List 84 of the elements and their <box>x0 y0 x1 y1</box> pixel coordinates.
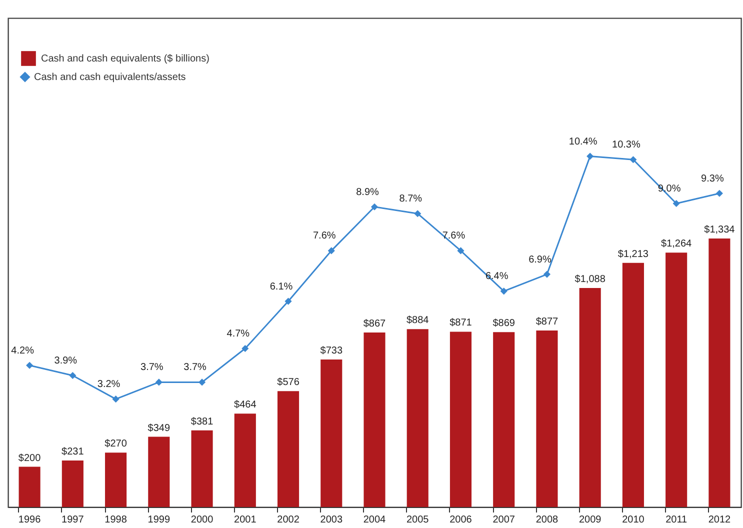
bar <box>62 460 84 507</box>
point <box>457 247 464 254</box>
bar <box>622 262 644 507</box>
point <box>586 152 594 160</box>
data-label: $464 <box>234 400 257 411</box>
x-tick-label: 2002 <box>277 514 300 526</box>
x-tick-label: 2001 <box>234 514 257 526</box>
data-label: $884 <box>406 315 430 326</box>
data-label: 4.2% <box>11 345 34 356</box>
data-label: $733 <box>320 345 343 356</box>
point <box>370 203 378 210</box>
data-label: 9.3% <box>701 173 724 184</box>
bar <box>536 330 558 507</box>
data-label: 4.7% <box>226 328 250 340</box>
data-label: 6.9% <box>528 254 552 266</box>
bar <box>493 332 515 507</box>
point <box>672 200 680 208</box>
x-tick-label: 2008 <box>536 514 559 526</box>
x-tick-label: 2010 <box>622 514 645 526</box>
data-label: 6.1% <box>270 281 293 292</box>
x-tick-label: 1999 <box>148 514 170 526</box>
point <box>242 344 249 352</box>
point <box>69 372 76 380</box>
data-label: $576 <box>277 377 300 388</box>
bar <box>450 332 472 507</box>
x-tick-label: 2000 <box>190 514 214 526</box>
point <box>155 378 162 386</box>
data-label: $270 <box>104 438 128 450</box>
data-label: $1,088 <box>574 274 606 286</box>
point <box>543 270 551 278</box>
x-tick-label: 1997 <box>62 514 84 526</box>
data-label: $869 <box>492 318 516 330</box>
point <box>500 288 508 295</box>
data-label: 3.7% <box>184 362 207 374</box>
x-tick-label: 2007 <box>492 514 516 526</box>
point <box>198 378 206 386</box>
bar <box>320 359 342 507</box>
bar <box>579 288 601 507</box>
data-label: $877 <box>536 316 559 328</box>
bar <box>234 414 256 507</box>
data-label: $867 <box>363 318 386 330</box>
point <box>284 298 292 305</box>
x-tick-label: 2011 <box>666 514 688 526</box>
bar <box>18 466 40 507</box>
x-tick-label: 2005 <box>406 514 430 526</box>
data-label: 3.9% <box>54 355 78 366</box>
data-label: 10.4% <box>568 136 598 148</box>
point <box>414 210 422 218</box>
data-label: $349 <box>148 422 170 434</box>
data-label: $1,264 <box>661 238 692 250</box>
data-label: 10.3% <box>612 140 640 151</box>
data-label: $1,334 <box>704 224 736 236</box>
data-label: 7.6% <box>312 230 336 242</box>
bar <box>364 332 386 507</box>
data-label: 8.7% <box>399 194 422 205</box>
data-label: 8.9% <box>356 186 380 198</box>
legend-label: Cash and cash equivalents ($ billions) <box>41 54 210 64</box>
point <box>630 156 637 164</box>
point <box>716 190 723 197</box>
data-label: 3.7% <box>140 362 164 374</box>
bar <box>277 391 300 507</box>
point <box>112 396 120 403</box>
bar <box>148 436 170 507</box>
point <box>26 362 34 369</box>
x-tick-label: 2012 <box>708 514 731 526</box>
x-tick-label: 2004 <box>363 514 386 526</box>
legend-label: Cash and cash equivalents/assets <box>34 72 186 83</box>
point <box>328 247 335 254</box>
bar <box>105 452 127 507</box>
data-label: $1,213 <box>618 248 649 260</box>
bar <box>191 430 213 507</box>
bar <box>406 329 428 507</box>
data-label: $871 <box>450 318 472 329</box>
x-tick-label: 2006 <box>450 514 472 526</box>
data-label: 3.2% <box>97 379 120 390</box>
data-label: $231 <box>62 446 84 458</box>
x-tick-label: 1998 <box>104 514 128 526</box>
x-tick-label: 2009 <box>578 514 602 526</box>
data-label: $200 <box>18 452 42 464</box>
bar <box>666 252 688 507</box>
x-tick-label: 2003 <box>320 514 343 526</box>
data-label: $381 <box>190 416 214 428</box>
x-tick-label: 1996 <box>18 514 42 526</box>
bar <box>708 238 730 507</box>
